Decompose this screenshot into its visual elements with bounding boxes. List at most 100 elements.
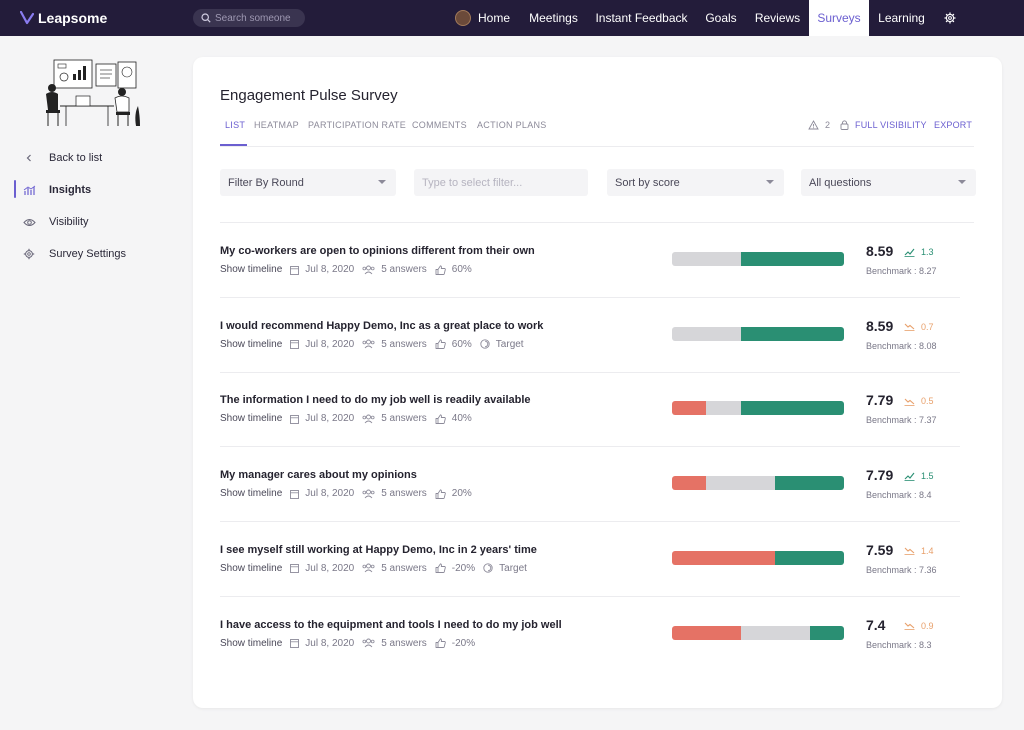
question-row[interactable]: I see myself still working at Happy Demo… [220, 541, 980, 604]
question-row[interactable]: The information I need to do my job well… [220, 392, 980, 454]
target-icon [483, 563, 493, 573]
avatar[interactable] [455, 10, 471, 26]
people-icon [362, 265, 375, 275]
question-date: Jul 8, 2020 [305, 562, 355, 574]
question-title[interactable]: The information I need to do my job well… [220, 394, 531, 407]
sidebar-item-survey-settings[interactable]: Survey Settings [22, 244, 126, 264]
sidebar-item-label: Insights [49, 184, 92, 196]
question-date: Jul 8, 2020 [305, 264, 355, 275]
nav-goals[interactable]: Goals [705, 11, 737, 25]
benchmark-label: Benchmark : 7.36 [866, 564, 937, 575]
eye-icon [22, 215, 36, 229]
row-divider [220, 446, 960, 448]
show-timeline-link[interactable]: Show timeline [220, 562, 283, 574]
nav-meetings[interactable]: Meetings [529, 11, 578, 25]
benchmark-label: Benchmark : 8.27 [866, 266, 937, 276]
thumbs-up-icon [435, 264, 446, 275]
question-score: 7.79 [866, 392, 894, 409]
answer-count: 5 answers [381, 637, 427, 649]
positive-segment [809, 625, 844, 640]
tab-action-plans[interactable]: ACTION PLANS [477, 120, 547, 130]
show-timeline-link[interactable]: Show timeline [220, 488, 283, 500]
nav-instant-feedback[interactable]: Instant Feedback [595, 11, 688, 25]
question-title[interactable]: I see myself still working at Happy Demo… [220, 543, 537, 556]
trend-value: 1.3 [921, 247, 934, 257]
tab-participation-rate[interactable]: PARTICIPATION RATE [308, 120, 407, 130]
nav-learning[interactable]: Learning [878, 11, 925, 25]
negative-segment [672, 401, 707, 416]
brand-name: Leapsome [38, 10, 108, 26]
trend-up-icon [904, 472, 915, 481]
people-icon [362, 339, 375, 349]
answer-count: 5 answers [381, 562, 427, 574]
full-visibility-button[interactable]: FULL VISIBILITY [840, 119, 927, 130]
negative-segment [672, 476, 707, 491]
question-title[interactable]: I would recommend Happy Demo, Inc as a g… [220, 319, 544, 332]
question-row[interactable]: I have access to the equipment and tools… [220, 617, 980, 679]
approval-rate: 60% [451, 264, 472, 275]
tab-heatmap[interactable]: HEATMAP [254, 120, 299, 130]
calendar-icon [290, 265, 300, 275]
settings-gear-icon[interactable] [944, 12, 956, 24]
target-label: Target [495, 338, 524, 350]
full-visibility-label: FULL VISIBILITY [855, 119, 927, 130]
people-icon [362, 414, 375, 424]
office-illustration [46, 59, 140, 126]
tabs-divider [220, 146, 974, 147]
filter-input[interactable] [422, 176, 572, 189]
sidebar-item-label: Survey Settings [49, 248, 127, 260]
neutral-segment [706, 401, 741, 416]
trend-indicator: 1.5 [904, 471, 934, 481]
question-title[interactable]: My manager cares about my opinions [220, 469, 417, 482]
sidebar-item-back-to-list[interactable]: Back to list [22, 148, 102, 168]
neutral-segment [672, 326, 741, 341]
thumbs-up-icon [435, 488, 446, 499]
question-meta: Show timeline Jul 8, 2020 5 answers 40% [220, 413, 472, 424]
benchmark-label: Benchmark : 7.37 [866, 415, 937, 426]
sidebar-item-visibility[interactable]: Visibility [22, 212, 89, 232]
question-title[interactable]: I have access to the equipment and tools… [220, 618, 562, 631]
search-input[interactable] [215, 12, 305, 24]
sort-value: Sort by score [615, 176, 680, 189]
benchmark-label: Benchmark : 8.4 [866, 490, 932, 501]
nav-reviews[interactable]: Reviews [754, 11, 801, 25]
question-meta: Show timeline Jul 8, 2020 5 answers 60% … [220, 339, 524, 350]
question-score: 7.59 [866, 541, 894, 558]
show-timeline-link[interactable]: Show timeline [220, 264, 283, 275]
trend-indicator: 1.4 [904, 546, 934, 556]
nav-home[interactable]: Home [477, 11, 510, 25]
row-divider [220, 371, 960, 373]
sort-select[interactable]: Sort by score [607, 169, 784, 196]
search-box[interactable] [193, 9, 305, 27]
nav-surveys[interactable]: Surveys [809, 0, 869, 36]
tab-list[interactable]: LIST [225, 120, 246, 130]
show-timeline-link[interactable]: Show timeline [220, 413, 283, 425]
export-button[interactable]: EXPORT [934, 120, 973, 130]
positive-segment [740, 401, 844, 416]
trend-down-icon [904, 398, 915, 406]
people-icon [362, 489, 375, 499]
question-row[interactable]: My manager cares about my opinions Show … [220, 467, 980, 529]
show-timeline-link[interactable]: Show timeline [220, 637, 283, 649]
question-row[interactable]: I would recommend Happy Demo, Inc as a g… [220, 318, 980, 380]
filter-by-round-value: Filter By Round [228, 176, 304, 189]
show-timeline-link[interactable]: Show timeline [220, 338, 283, 350]
question-title[interactable]: My co-workers are open to opinions diffe… [220, 245, 535, 257]
trend-down-icon [904, 323, 915, 332]
chevron-down-icon [766, 180, 774, 184]
sidebar-item-insights[interactable]: Insights [22, 180, 91, 200]
question-row[interactable]: My co-workers are open to opinions diffe… [220, 243, 980, 305]
people-icon [362, 563, 375, 573]
filter-by-round-select[interactable]: Filter By Round [220, 169, 396, 196]
leapsome-logo[interactable]: Leapsome [20, 8, 107, 28]
score-distribution-bar [672, 476, 844, 491]
tab-comments[interactable]: COMMENTS [412, 120, 467, 130]
sidebar-item-label: Back to list [49, 152, 103, 164]
chevron-left-icon [22, 151, 36, 165]
trend-down-icon [904, 622, 915, 630]
questions-select[interactable]: All questions [801, 169, 976, 196]
filter-input-box[interactable] [414, 169, 588, 196]
warning-count[interactable]: 2 [808, 120, 830, 130]
answer-count: 5 answers [381, 413, 427, 425]
question-meta: Show timeline Jul 8, 2020 5 answers -20%… [220, 563, 527, 574]
